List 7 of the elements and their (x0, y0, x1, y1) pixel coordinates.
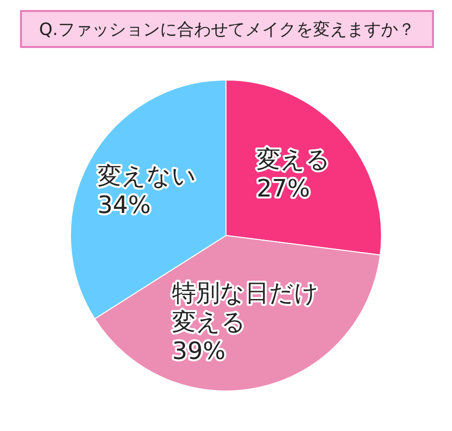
chart-title: Q.ファッションに合わせてメイクを変えますか？ (20, 10, 434, 48)
slice-label: 変えない (97, 162, 196, 190)
slice-label: 変える (256, 146, 331, 174)
data-label: 39% (172, 336, 226, 365)
data-label: 34% (97, 190, 151, 219)
data-label: 27% (256, 174, 310, 203)
slice-label: 特別な日だけ変える (172, 278, 320, 336)
